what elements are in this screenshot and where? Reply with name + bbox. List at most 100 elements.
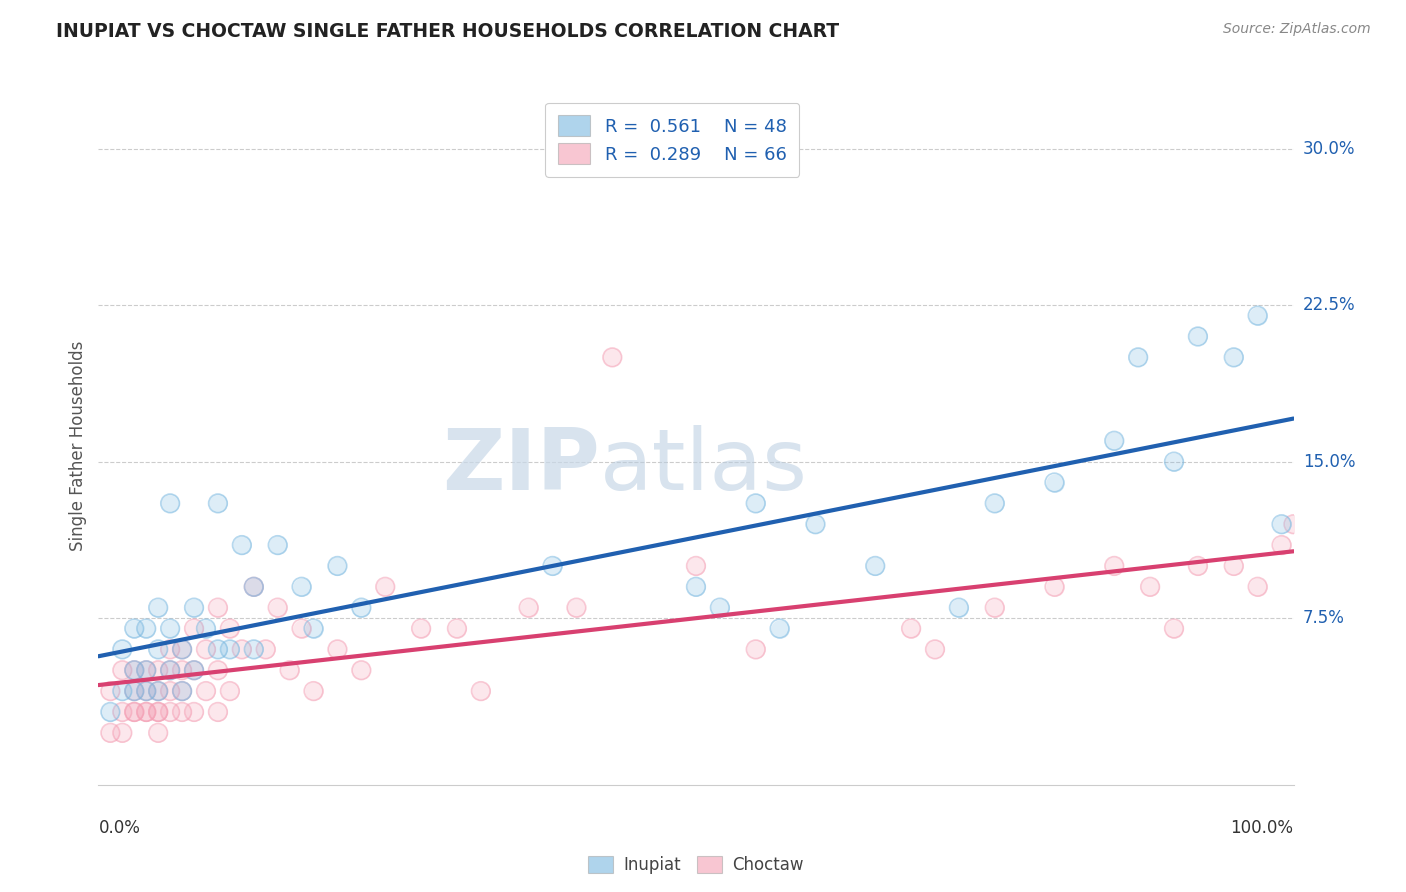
Point — [900, 622, 922, 636]
Point — [124, 684, 146, 698]
Y-axis label: Single Father Households: Single Father Households — [69, 341, 87, 551]
Point — [135, 622, 157, 636]
Point — [98, 684, 122, 698]
Point — [924, 642, 946, 657]
Point — [602, 351, 624, 365]
Point — [243, 580, 266, 594]
Point — [326, 642, 349, 657]
Point — [1104, 558, 1126, 573]
Point — [1187, 558, 1209, 573]
Point — [1223, 558, 1246, 573]
Point — [195, 684, 218, 698]
Point — [219, 622, 242, 636]
Point — [207, 496, 229, 510]
Point — [1271, 517, 1294, 532]
Point — [517, 600, 540, 615]
Point — [159, 684, 181, 698]
Point — [326, 558, 349, 573]
Point — [231, 642, 253, 657]
Point — [1043, 580, 1066, 594]
Point — [159, 642, 181, 657]
Point — [148, 684, 170, 698]
Point — [148, 705, 170, 719]
Point — [159, 496, 181, 510]
Point — [159, 496, 181, 510]
Point — [865, 558, 887, 573]
Point — [541, 558, 564, 573]
Point — [302, 622, 325, 636]
Point — [1128, 351, 1150, 365]
Point — [1163, 455, 1185, 469]
Point — [254, 642, 277, 657]
Point — [984, 496, 1007, 510]
Point — [159, 642, 181, 657]
Point — [685, 558, 707, 573]
Point — [183, 622, 205, 636]
Point — [291, 622, 314, 636]
Point — [602, 351, 624, 365]
Point — [159, 663, 181, 677]
Point — [326, 558, 349, 573]
Point — [172, 642, 194, 657]
Point — [172, 684, 194, 698]
Point — [1223, 351, 1246, 365]
Point — [195, 622, 218, 636]
Point — [207, 642, 229, 657]
Point — [135, 663, 157, 677]
Point — [135, 684, 157, 698]
Point — [243, 580, 266, 594]
Point — [1271, 517, 1294, 532]
Point — [148, 663, 170, 677]
Point — [1247, 309, 1270, 323]
Point — [804, 517, 827, 532]
Point — [1139, 580, 1161, 594]
Point — [219, 684, 242, 698]
Point — [1128, 351, 1150, 365]
Point — [111, 642, 134, 657]
Point — [124, 663, 146, 677]
Point — [565, 600, 588, 615]
Point — [111, 663, 134, 677]
Point — [470, 684, 492, 698]
Point — [135, 663, 157, 677]
Point — [183, 600, 205, 615]
Point — [470, 684, 492, 698]
Point — [124, 705, 146, 719]
Point — [159, 622, 181, 636]
Point — [948, 600, 970, 615]
Point — [148, 705, 170, 719]
Text: 15.0%: 15.0% — [1303, 452, 1355, 471]
Point — [1187, 558, 1209, 573]
Point — [900, 622, 922, 636]
Point — [231, 538, 253, 552]
Point — [183, 622, 205, 636]
Point — [350, 600, 373, 615]
Point — [172, 684, 194, 698]
Point — [124, 663, 146, 677]
Point — [207, 600, 229, 615]
Text: ZIP: ZIP — [443, 425, 600, 508]
Point — [1139, 580, 1161, 594]
Point — [195, 684, 218, 698]
Point — [207, 600, 229, 615]
Point — [135, 622, 157, 636]
Point — [148, 705, 170, 719]
Point — [159, 622, 181, 636]
Point — [207, 496, 229, 510]
Point — [124, 663, 146, 677]
Point — [111, 705, 134, 719]
Point — [195, 642, 218, 657]
Text: atlas: atlas — [600, 425, 808, 508]
Point — [172, 663, 194, 677]
Point — [159, 663, 181, 677]
Point — [804, 517, 827, 532]
Point — [195, 622, 218, 636]
Point — [1043, 580, 1066, 594]
Text: 30.0%: 30.0% — [1303, 140, 1355, 158]
Point — [135, 705, 157, 719]
Point — [1282, 517, 1305, 532]
Point — [159, 663, 181, 677]
Point — [124, 705, 146, 719]
Point — [446, 622, 468, 636]
Point — [302, 684, 325, 698]
